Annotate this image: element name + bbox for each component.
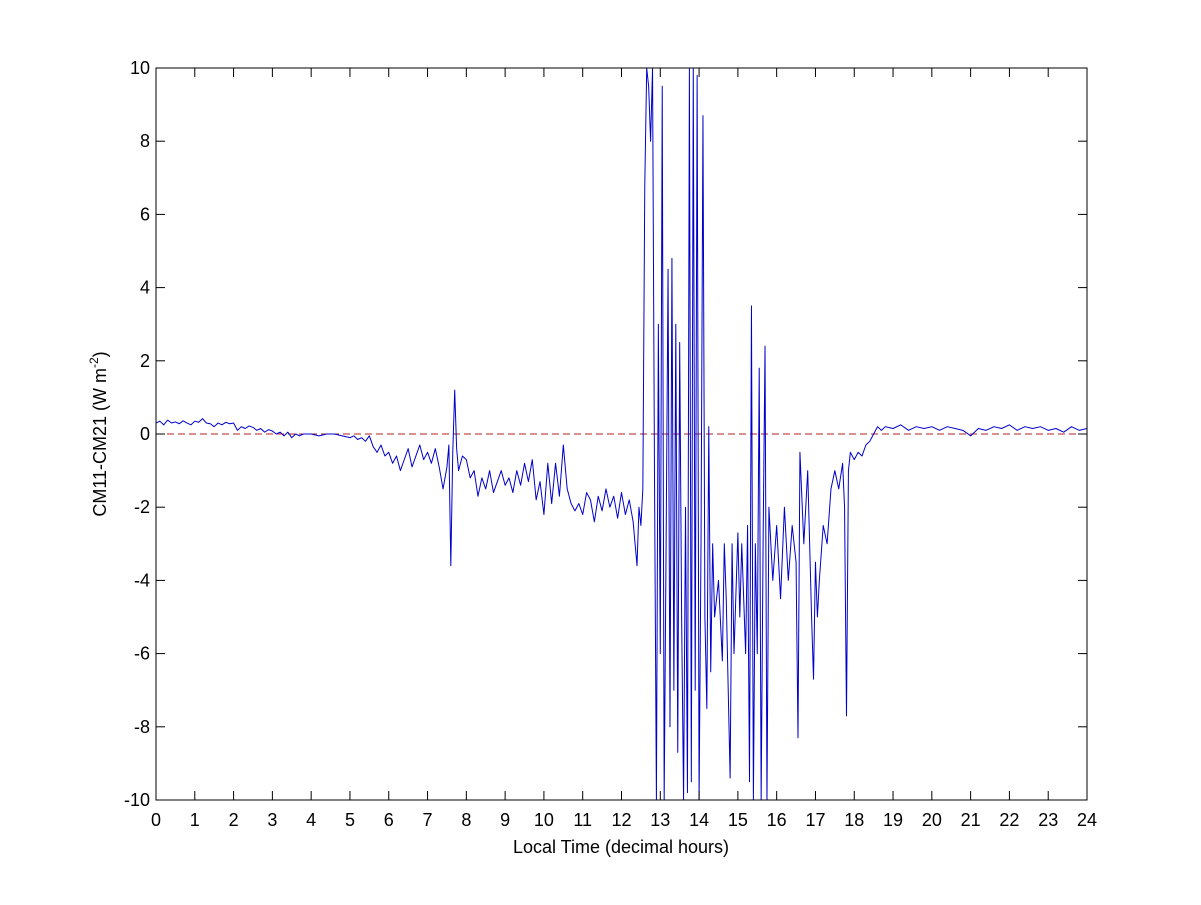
x-tick-label: 8 [461, 810, 471, 830]
y-axis-label-tail: ) [90, 351, 110, 357]
x-tick-label: 15 [728, 810, 748, 830]
x-tick-label: 10 [534, 810, 554, 830]
x-tick-label: 24 [1077, 810, 1097, 830]
y-tick-label: 2 [140, 351, 150, 371]
y-tick-label: 4 [140, 278, 150, 298]
x-tick-label: 7 [423, 810, 433, 830]
x-tick-label: 4 [306, 810, 316, 830]
x-tick-label: 9 [500, 810, 510, 830]
y-tick-label: 6 [140, 204, 150, 224]
x-tick-label: 23 [1038, 810, 1058, 830]
x-tick-label: 3 [267, 810, 277, 830]
x-tick-label: 1 [190, 810, 200, 830]
x-tick-label: 5 [345, 810, 355, 830]
y-tick-label: 10 [130, 58, 150, 78]
x-tick-label: 17 [805, 810, 825, 830]
x-tick-label: 12 [611, 810, 631, 830]
x-tick-label: 11 [573, 810, 592, 830]
x-tick-label: 6 [384, 810, 394, 830]
y-tick-label: -10 [124, 790, 150, 810]
x-tick-label: 2 [229, 810, 239, 830]
x-tick-label: 22 [999, 810, 1019, 830]
y-tick-label: -2 [134, 497, 150, 517]
x-tick-label: 18 [844, 810, 864, 830]
y-tick-label: 8 [140, 131, 150, 151]
data-line [156, 68, 1087, 800]
y-tick-label: -6 [134, 644, 150, 664]
y-tick-label: -4 [134, 570, 150, 590]
x-tick-label: 20 [922, 810, 942, 830]
x-tick-label: 13 [650, 810, 670, 830]
x-axis-label: Local Time (decimal hours) [513, 837, 729, 857]
x-tick-label: 19 [883, 810, 903, 830]
y-tick-label: 0 [140, 424, 150, 444]
x-tick-label: 21 [961, 810, 981, 830]
x-tick-label: 14 [689, 810, 709, 830]
x-tick-label: 0 [151, 810, 161, 830]
y-axis-label-exponent: -2 [87, 357, 101, 368]
x-tick-label: 16 [767, 810, 787, 830]
y-axis-label: CM11-CM21 (W m-2) [87, 351, 110, 516]
y-axis-label-main: CM11-CM21 (W m [90, 368, 110, 517]
y-tick-label: -8 [134, 717, 150, 737]
